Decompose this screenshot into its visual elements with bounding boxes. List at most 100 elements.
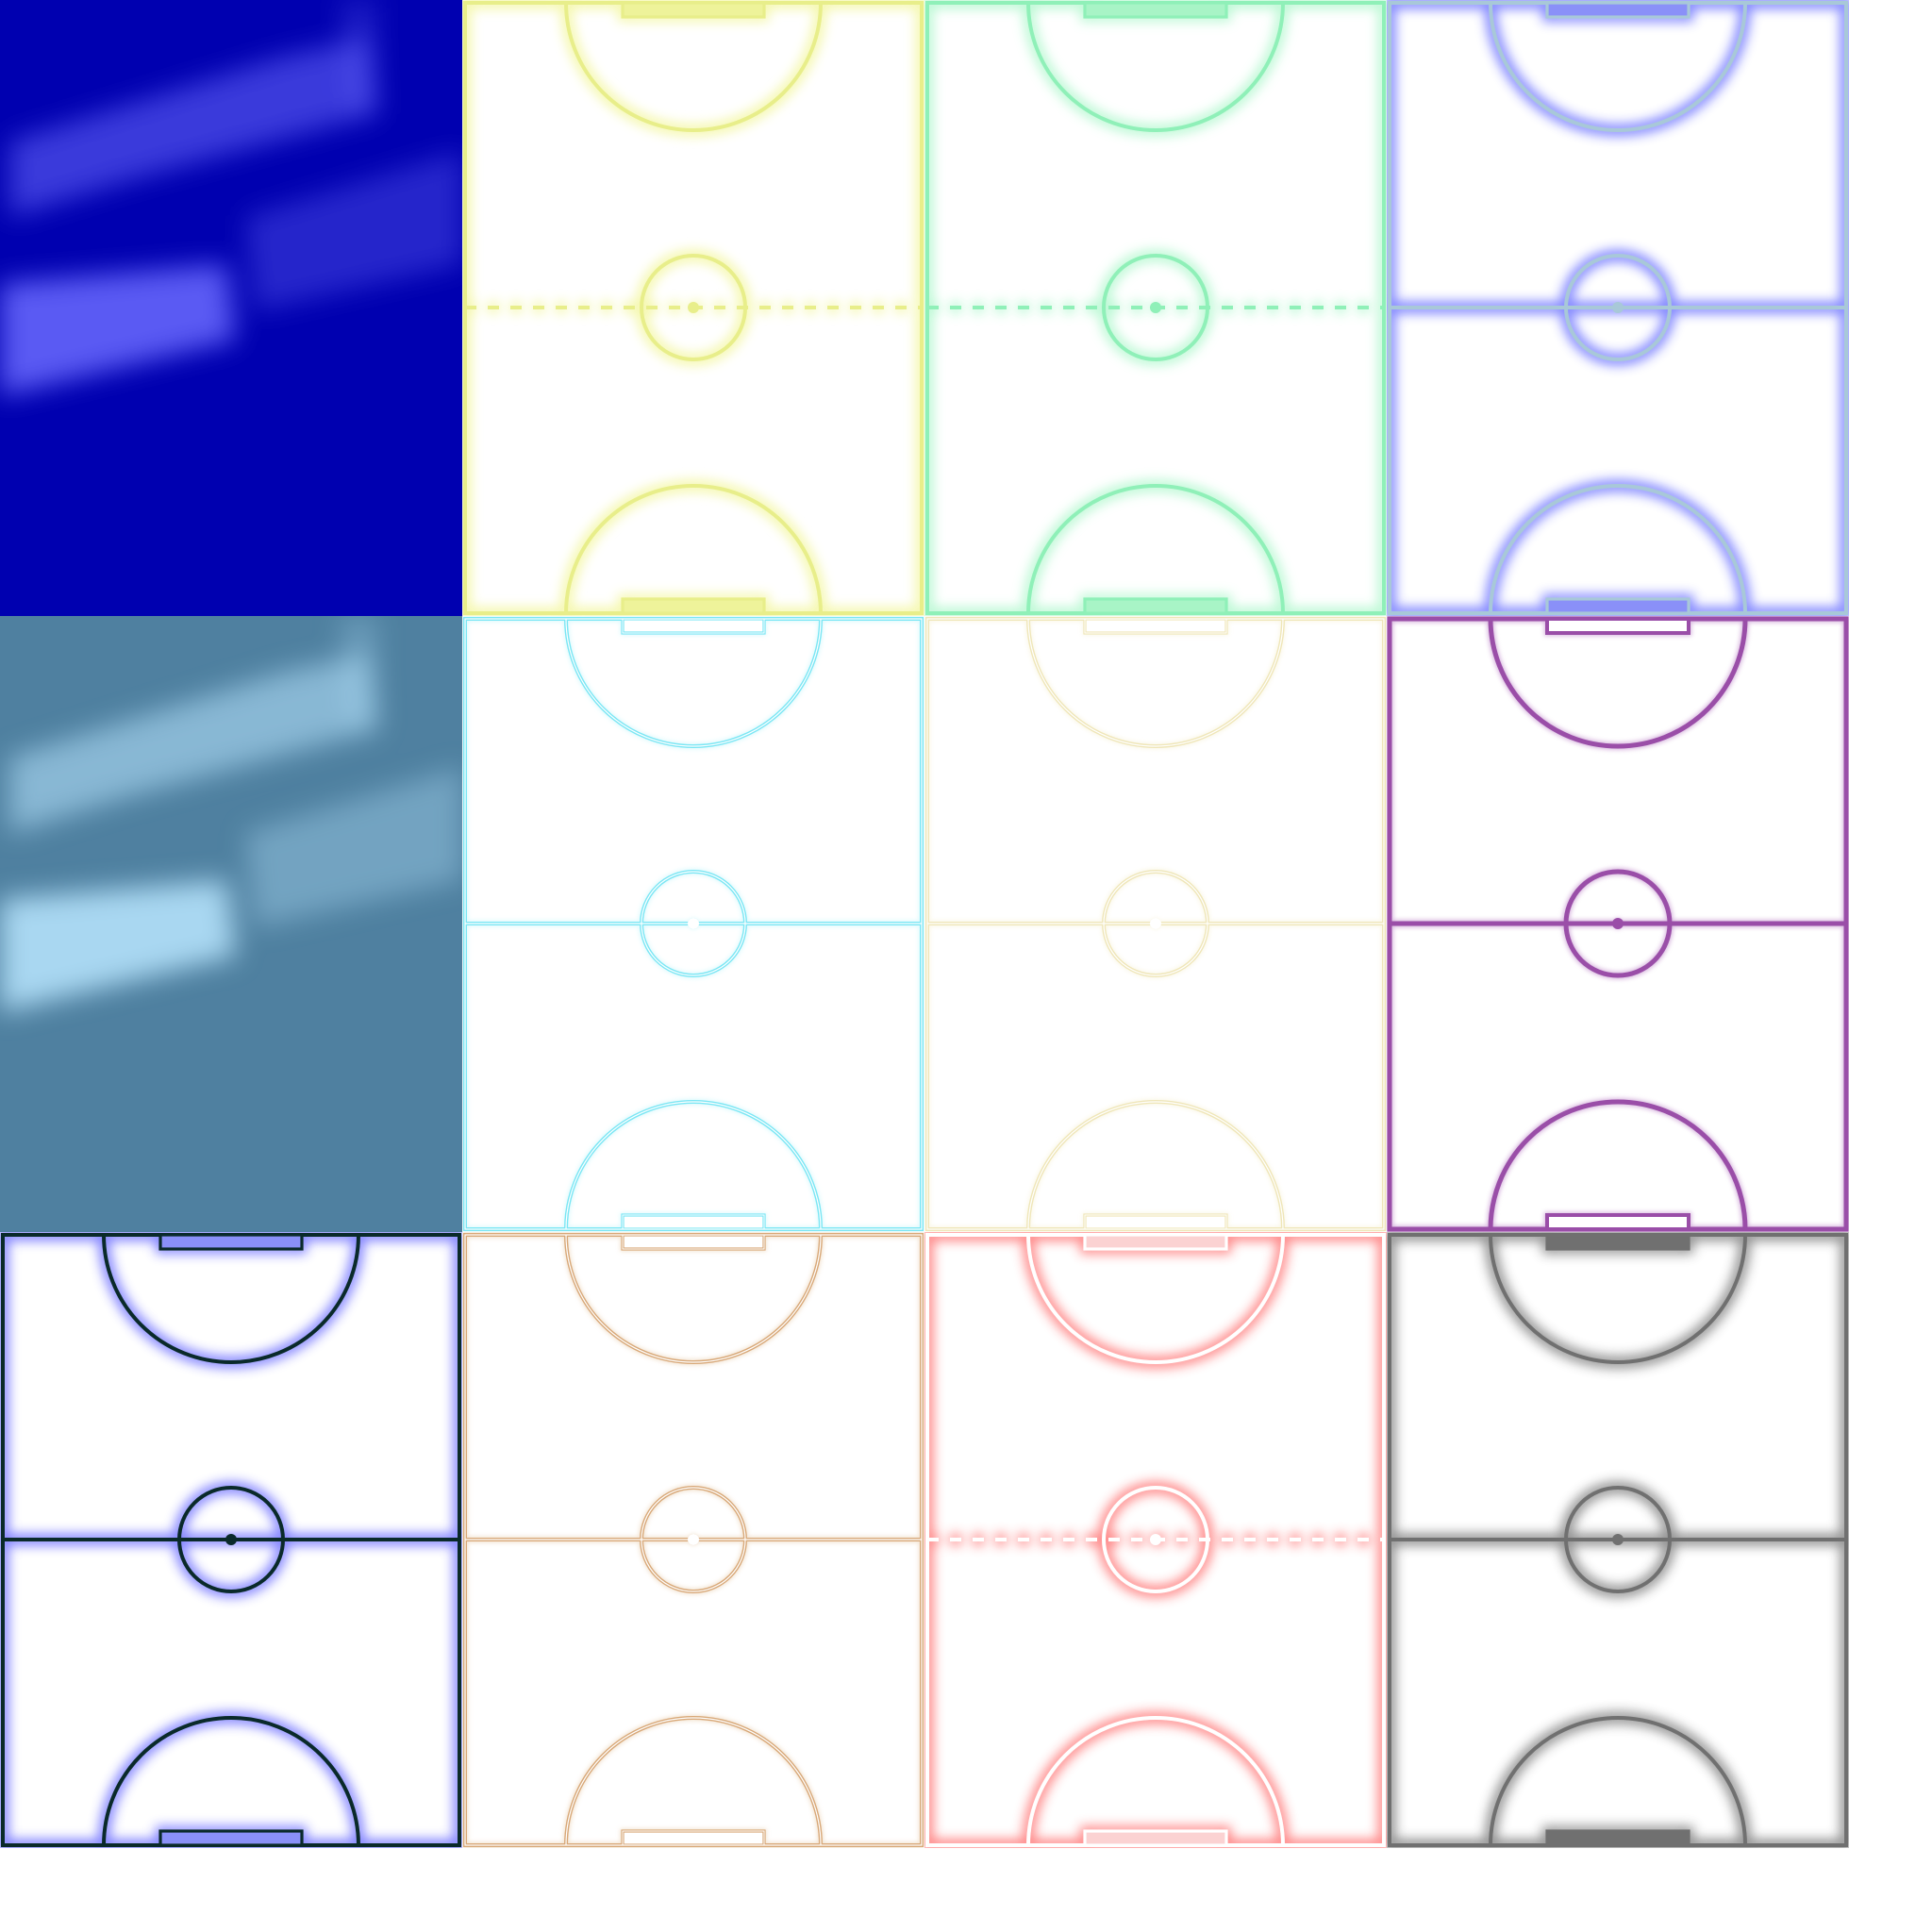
court-highlight-layer bbox=[464, 1234, 923, 1846]
court-line-layer bbox=[1388, 1233, 1848, 1847]
court-mint-glow bbox=[924, 0, 1387, 616]
center-circle bbox=[1564, 254, 1672, 361]
top-goal-box bbox=[622, 1234, 765, 1250]
top-goal-box bbox=[1545, 1, 1690, 19]
bottom-penalty-arc bbox=[102, 1716, 360, 1846]
court-line-layer bbox=[1387, 616, 1849, 1232]
center-spot bbox=[1150, 302, 1161, 313]
court-purple-solid bbox=[1387, 616, 1849, 1232]
top-goal-box bbox=[1545, 617, 1690, 635]
top-goal-box bbox=[1083, 617, 1228, 635]
center-circle bbox=[1564, 1486, 1672, 1593]
court-texture-sheet bbox=[0, 0, 1849, 1848]
court-line-layer bbox=[1388, 1, 1848, 615]
court-mint-glow-graphic bbox=[924, 0, 1387, 616]
center-circle bbox=[641, 871, 746, 976]
top-goal-box bbox=[621, 617, 766, 635]
court-highlight-layer bbox=[464, 618, 923, 1230]
light-streaks bbox=[0, 616, 462, 1012]
center-spot bbox=[225, 1534, 237, 1545]
top-penalty-arc bbox=[1489, 2, 1747, 132]
top-penalty-arc bbox=[1488, 618, 1748, 749]
bottom-goal-box bbox=[1083, 1213, 1228, 1231]
center-circle bbox=[1563, 869, 1673, 978]
court-gray-blur bbox=[1387, 1232, 1849, 1848]
court-line-layer bbox=[925, 1233, 1386, 1847]
court-line-layer bbox=[463, 1, 924, 615]
top-goal-box bbox=[1083, 1, 1228, 19]
center-spot bbox=[1612, 1534, 1624, 1545]
bottom-penalty-arc bbox=[565, 1101, 822, 1230]
top-goal-box bbox=[1545, 1233, 1690, 1251]
bottom-penalty-arc bbox=[1489, 484, 1747, 614]
center-circle bbox=[1102, 1486, 1209, 1593]
center-spot bbox=[1150, 1534, 1161, 1545]
light-streaks bbox=[0, 0, 462, 396]
steel-blue-background-swatch bbox=[0, 616, 462, 1232]
blue-background-swatch-graphic bbox=[0, 0, 462, 616]
top-goal-box bbox=[1084, 618, 1227, 634]
bottom-penalty-arc bbox=[1489, 1716, 1747, 1846]
top-penalty-arc bbox=[565, 618, 822, 747]
bottom-penalty-arc bbox=[565, 1717, 822, 1846]
top-penalty-arc bbox=[564, 2, 823, 132]
court-highlight-layer bbox=[926, 618, 1385, 1230]
bottom-goal-box bbox=[1545, 1213, 1690, 1231]
blue-background-swatch bbox=[0, 0, 462, 616]
bottom-goal-box bbox=[621, 1213, 766, 1231]
bottom-goal-box bbox=[622, 1830, 765, 1846]
court-tan-outline-graphic bbox=[462, 1232, 924, 1848]
bottom-goal-box bbox=[621, 597, 766, 615]
bottom-goal-box bbox=[621, 1829, 766, 1847]
court-cream-outline-graphic bbox=[924, 616, 1387, 1232]
bottom-penalty-arc bbox=[1488, 1099, 1748, 1230]
center-spot bbox=[688, 1534, 699, 1545]
center-circle bbox=[177, 1486, 285, 1593]
court-black-blue-glow bbox=[0, 1232, 462, 1848]
bottom-goal-box bbox=[622, 1214, 765, 1230]
court-white-red-glow-graphic bbox=[924, 1232, 1387, 1848]
court-white-red-glow bbox=[924, 1232, 1387, 1848]
court-periwinkle-glow-graphic bbox=[1387, 0, 1849, 616]
bottom-goal-box bbox=[1545, 597, 1690, 615]
court-line-layer bbox=[1, 1233, 461, 1847]
top-penalty-arc bbox=[1026, 2, 1285, 132]
center-spot bbox=[1612, 302, 1624, 313]
center-spot bbox=[1612, 918, 1624, 929]
center-circle bbox=[640, 254, 747, 361]
center-spot bbox=[1150, 918, 1161, 929]
court-cyan-outline-graphic bbox=[462, 616, 924, 1232]
bottom-goal-box bbox=[1084, 1214, 1227, 1230]
court-purple-solid-graphic bbox=[1387, 616, 1849, 1232]
center-spot bbox=[688, 918, 699, 929]
top-goal-box bbox=[621, 1, 766, 19]
bottom-penalty-arc bbox=[564, 484, 823, 614]
bottom-penalty-arc bbox=[1026, 484, 1285, 614]
court-periwinkle-glow bbox=[1387, 0, 1849, 616]
center-circle bbox=[1102, 254, 1209, 361]
bottom-goal-box bbox=[1083, 597, 1228, 615]
top-penalty-arc bbox=[565, 1234, 822, 1363]
court-cream-outline bbox=[924, 616, 1387, 1232]
top-goal-box bbox=[1083, 1233, 1228, 1251]
bottom-goal-box bbox=[1545, 1829, 1690, 1847]
center-spot bbox=[688, 302, 699, 313]
center-circle bbox=[1103, 871, 1208, 976]
court-yellow-glow bbox=[462, 0, 924, 616]
top-goal-box bbox=[158, 1233, 304, 1251]
court-gray-blur-graphic bbox=[1387, 1232, 1849, 1848]
court-black-blue-glow-graphic bbox=[0, 1232, 462, 1848]
top-goal-box bbox=[621, 1233, 766, 1251]
top-penalty-arc bbox=[1026, 1234, 1285, 1364]
bottom-penalty-arc bbox=[1027, 1101, 1284, 1230]
top-penalty-arc bbox=[1027, 618, 1284, 747]
court-yellow-glow-graphic bbox=[462, 0, 924, 616]
top-goal-box bbox=[622, 618, 765, 634]
court-line-layer bbox=[925, 1, 1386, 615]
center-circle bbox=[641, 1487, 746, 1592]
top-penalty-arc bbox=[1489, 1234, 1747, 1364]
top-penalty-arc bbox=[102, 1234, 360, 1364]
court-cyan-outline bbox=[462, 616, 924, 1232]
court-tan-outline bbox=[462, 1232, 924, 1848]
bottom-goal-box bbox=[158, 1829, 304, 1847]
